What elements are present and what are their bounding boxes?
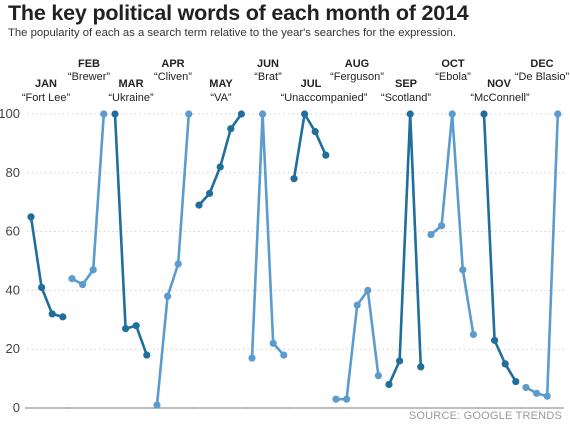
data-point <box>301 110 309 118</box>
term-label-oct: “Ebola” <box>435 71 471 83</box>
data-point <box>206 189 214 197</box>
data-point <box>501 360 509 368</box>
data-point <box>153 401 161 409</box>
term-label-nov: “McConnell” <box>470 92 530 104</box>
y-tick-label: 0 <box>13 400 20 415</box>
series-line-jan <box>29 215 65 319</box>
data-point <box>79 280 87 289</box>
data-point <box>248 354 256 362</box>
data-point <box>322 151 330 159</box>
month-label-apr: APR <box>161 58 184 70</box>
data-point <box>259 110 267 118</box>
data-point <box>332 395 340 403</box>
term-label-feb: “Brewer” <box>68 71 111 83</box>
y-tick-label: 60 <box>6 224 20 239</box>
series-line-dec <box>524 112 560 398</box>
data-point <box>396 357 404 365</box>
series-line-oct <box>429 112 475 336</box>
data-point <box>132 322 140 330</box>
series-line-nov <box>482 112 518 383</box>
y-tick-label: 100 <box>0 106 20 121</box>
data-point <box>100 110 108 118</box>
term-label-mar: “Ukraine” <box>108 92 154 104</box>
data-point <box>406 110 414 118</box>
month-label-aug: AUG <box>345 58 369 70</box>
data-point <box>311 128 319 136</box>
data-point <box>269 339 277 347</box>
month-label-jan: JAN <box>35 78 57 90</box>
term-label-may: “VA” <box>210 92 232 104</box>
data-point <box>27 213 35 221</box>
term-label-jan: “Fort Lee” <box>22 92 71 104</box>
data-point <box>68 275 76 283</box>
y-tick-label: 80 <box>6 165 20 180</box>
data-point <box>543 392 551 400</box>
term-label-aug: “Ferguson” <box>330 71 384 83</box>
month-label-jul: JUL <box>301 78 322 90</box>
y-tick-label: 20 <box>6 341 20 356</box>
data-point <box>48 310 56 318</box>
data-point <box>512 377 520 386</box>
chart-title: The key political words of each month of… <box>8 1 469 25</box>
data-point <box>111 110 119 118</box>
source-note: SOURCE: GOOGLE TRENDS <box>408 410 562 422</box>
series-line-sep <box>387 112 423 386</box>
data-point <box>417 363 425 371</box>
data-point <box>385 380 393 389</box>
month-label-nov: NOV <box>487 78 512 90</box>
data-point <box>448 110 456 118</box>
data-point <box>38 283 46 292</box>
month-label-jun: JUN <box>257 58 279 70</box>
month-label-may: MAY <box>209 78 233 90</box>
term-label-jul: “Unaccompanied” <box>281 92 368 104</box>
series-line-jun <box>250 112 286 360</box>
data-point <box>459 266 467 274</box>
data-point <box>185 110 193 118</box>
series-line-jul <box>292 112 328 180</box>
y-tick-label: 40 <box>6 282 20 297</box>
month-label-oct: OCT <box>441 58 465 70</box>
data-point <box>164 292 172 300</box>
month-label-dec: DEC <box>530 58 553 70</box>
data-point <box>353 301 361 309</box>
data-point <box>195 201 203 209</box>
data-point <box>89 266 97 274</box>
term-label-jun: “Brat” <box>254 71 282 83</box>
chart-subtitle: The popularity of each as a search term … <box>8 27 456 39</box>
data-point <box>533 389 541 397</box>
data-point <box>227 125 235 133</box>
term-label-sep: “Scotland” <box>381 92 431 104</box>
series-line-may <box>197 112 243 207</box>
data-point <box>343 395 351 403</box>
data-point <box>216 163 224 171</box>
data-point <box>143 351 151 359</box>
data-point <box>280 351 288 359</box>
data-point <box>174 260 182 268</box>
term-label-dec: “De Blasio” <box>515 71 570 83</box>
data-point <box>438 222 446 230</box>
data-point <box>237 110 245 118</box>
term-label-apr: “Cliven” <box>154 71 192 83</box>
data-point <box>554 110 562 118</box>
month-label-feb: FEB <box>78 58 100 70</box>
data-point <box>480 110 488 118</box>
data-point <box>427 230 435 239</box>
series-line-mar <box>113 112 149 357</box>
month-label-sep: SEP <box>395 78 417 90</box>
month-label-mar: MAR <box>118 78 143 90</box>
data-point <box>122 325 130 333</box>
data-point <box>290 175 298 183</box>
data-point <box>469 330 477 339</box>
data-point <box>374 372 382 380</box>
series-line-apr <box>155 112 191 407</box>
data-point <box>364 286 372 294</box>
data-point <box>522 383 530 392</box>
series-line-feb <box>70 112 106 286</box>
data-point <box>491 336 499 344</box>
data-point <box>59 313 67 321</box>
